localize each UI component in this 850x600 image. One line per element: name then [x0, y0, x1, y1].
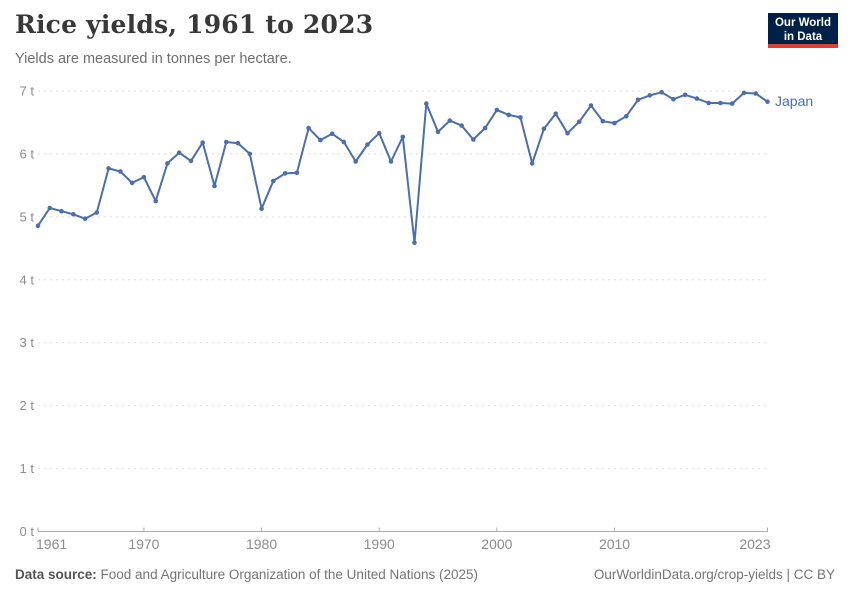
data-point-marker[interactable]	[318, 137, 323, 143]
data-point-marker[interactable]	[600, 118, 606, 124]
data-point-marker[interactable]	[741, 90, 747, 96]
data-point-marker[interactable]	[200, 140, 205, 145]
data-point-marker[interactable]	[647, 93, 653, 98]
data-point-marker[interactable]	[565, 130, 570, 136]
x-tick-label: 2010	[599, 536, 630, 552]
data-point-marker[interactable]	[612, 120, 617, 126]
data-point-marker[interactable]	[376, 130, 382, 136]
data-point-marker[interactable]	[94, 210, 100, 215]
data-point-marker[interactable]	[494, 107, 500, 113]
data-point-marker[interactable]	[47, 205, 53, 211]
data-point-marker[interactable]	[176, 150, 182, 155]
data-point-marker[interactable]	[353, 159, 359, 164]
data-point-marker[interactable]	[482, 125, 488, 131]
data-point-marker[interactable]	[459, 123, 464, 128]
data-point-marker[interactable]	[412, 240, 417, 245]
data-point-marker[interactable]	[118, 169, 123, 174]
chart-footer: Data source: Food and Agriculture Organi…	[15, 567, 835, 582]
x-tick-label: 1990	[364, 536, 395, 552]
data-point-marker[interactable]	[447, 118, 453, 123]
data-point-marker[interactable]	[329, 131, 335, 137]
data-point-marker[interactable]	[718, 100, 723, 106]
data-point-marker[interactable]	[106, 166, 111, 171]
x-tick-label: 2000	[481, 536, 512, 552]
data-point-marker[interactable]	[306, 125, 311, 131]
data-point-marker[interactable]	[82, 216, 88, 221]
y-tick-label: 5 t	[20, 209, 35, 224]
data-point-marker[interactable]	[400, 134, 406, 140]
data-point-marker[interactable]	[624, 113, 629, 119]
x-tick-label: 1980	[246, 536, 277, 552]
license-credit[interactable]: OurWorldinData.org/crop-yields | CC BY	[593, 567, 835, 582]
y-tick-label: 1 t	[20, 461, 35, 476]
x-tick-label: 1970	[128, 536, 159, 552]
data-point-marker[interactable]	[153, 198, 158, 204]
x-tick-label: 1961	[36, 536, 67, 552]
y-tick-label: 7 t	[20, 84, 35, 99]
data-source-label: Data source:	[15, 567, 97, 582]
data-point-marker[interactable]	[471, 137, 476, 142]
data-point-marker[interactable]	[188, 158, 194, 164]
data-point-marker[interactable]	[529, 161, 535, 166]
data-point-marker[interactable]	[506, 112, 511, 118]
data-point-marker[interactable]	[694, 96, 700, 101]
data-point-marker[interactable]	[165, 161, 170, 166]
data-point-marker[interactable]	[129, 180, 135, 186]
data-point-marker[interactable]	[435, 129, 441, 135]
owid-logo-line1: Our World	[774, 17, 831, 29]
y-tick-label: 3 t	[20, 335, 35, 350]
data-point-marker[interactable]	[518, 115, 523, 120]
y-tick-label: 4 t	[20, 272, 35, 287]
data-point-marker[interactable]	[341, 139, 347, 145]
data-source: Data source: Food and Agriculture Organi…	[15, 567, 478, 582]
data-point-marker[interactable]	[235, 140, 241, 146]
data-point-marker[interactable]	[753, 91, 758, 96]
data-point-marker[interactable]	[71, 212, 76, 217]
data-point-marker[interactable]	[576, 119, 582, 125]
data-point-marker[interactable]	[388, 159, 394, 164]
data-point-marker[interactable]	[294, 170, 300, 176]
owid-logo[interactable]: Our World in Data	[768, 13, 838, 48]
y-tick-label: 2 t	[20, 398, 35, 413]
data-point-marker[interactable]	[212, 183, 217, 189]
chart-title: Rice yields, 1961 to 2023	[15, 10, 374, 39]
data-source-text: Food and Agriculture Organization of the…	[96, 567, 479, 582]
series-label-japan[interactable]: Japan	[775, 93, 813, 109]
data-point-marker[interactable]	[224, 139, 229, 145]
data-point-marker[interactable]	[671, 96, 676, 102]
x-tick-label: 2023	[739, 536, 770, 552]
data-point-marker[interactable]	[365, 142, 370, 147]
data-point-marker[interactable]	[541, 126, 547, 132]
chart-subtitle: Yields are measured in tonnes per hectar…	[15, 51, 292, 67]
data-point-marker[interactable]	[729, 101, 735, 106]
y-tick-label: 6 t	[20, 146, 35, 161]
series-line-japan[interactable]	[37, 91, 769, 244]
data-point-marker[interactable]	[271, 178, 276, 184]
data-point-marker[interactable]	[247, 151, 253, 157]
data-point-marker[interactable]	[659, 90, 664, 95]
data-point-marker[interactable]	[588, 103, 594, 108]
data-point-marker[interactable]	[259, 206, 264, 211]
y-tick-label: 0 t	[20, 524, 35, 539]
owid-logo-line2: in Data	[783, 31, 823, 44]
data-point-marker[interactable]	[59, 208, 64, 214]
data-point-marker[interactable]	[765, 99, 770, 104]
data-point-marker[interactable]	[706, 100, 711, 106]
data-point-marker[interactable]	[35, 223, 41, 228]
data-point-marker[interactable]	[635, 97, 641, 103]
data-point-marker[interactable]	[553, 111, 558, 116]
data-point-marker[interactable]	[282, 171, 288, 176]
data-point-marker[interactable]	[682, 92, 688, 98]
data-point-marker[interactable]	[424, 101, 429, 106]
data-point-marker[interactable]	[141, 174, 147, 180]
